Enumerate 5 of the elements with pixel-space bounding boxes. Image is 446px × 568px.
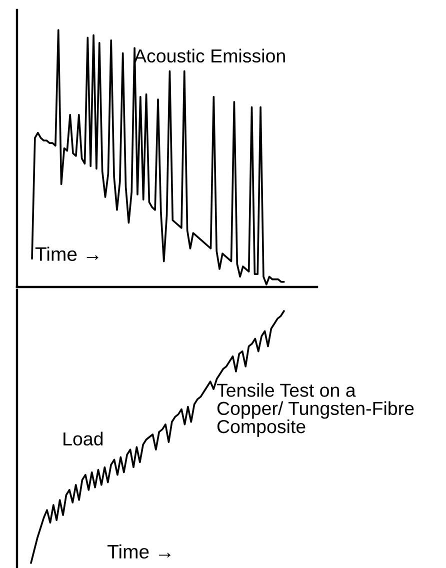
x-axis-title: Time → [108,544,170,559]
x-axis-title: Time → [35,246,98,261]
annotation: Acoustic Emission [134,48,285,63]
annotation: Load [64,432,103,446]
annotation: Tensile Test on a Copper/ Tungsten-Fibre Composite [216,383,414,437]
